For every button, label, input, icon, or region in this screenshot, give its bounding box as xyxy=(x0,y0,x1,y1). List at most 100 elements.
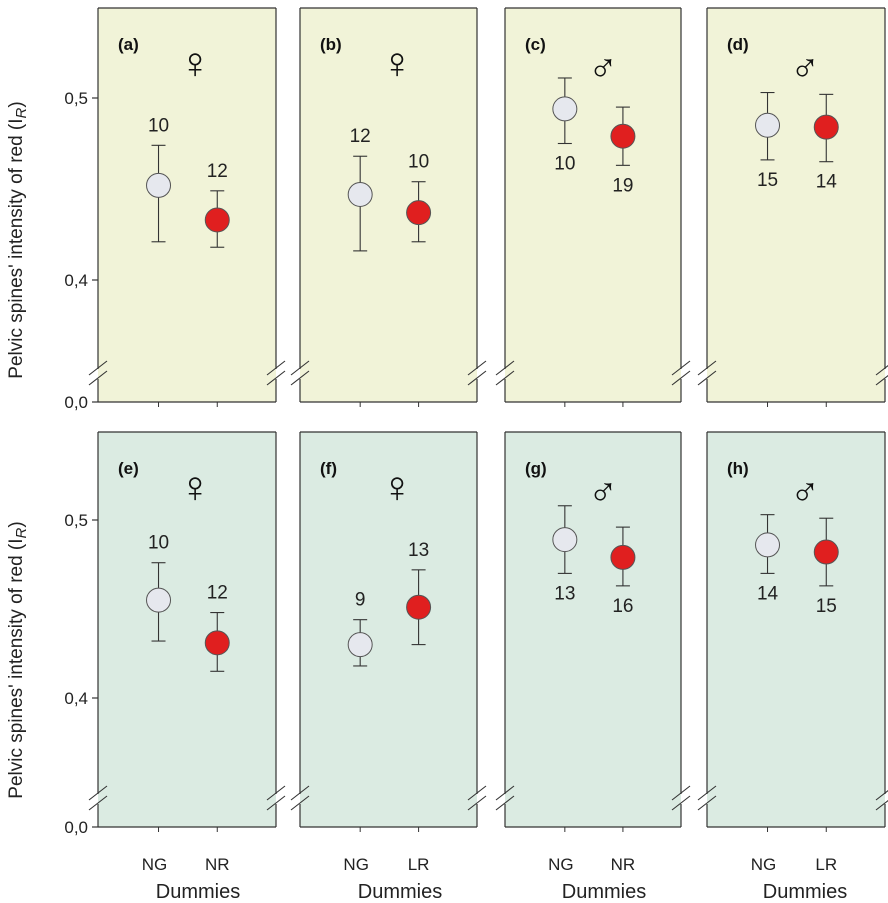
axis-break-mark xyxy=(875,364,888,376)
x-axis-label: Dummies xyxy=(562,881,646,903)
data-point-nr xyxy=(204,207,230,233)
data-point-lr xyxy=(813,114,839,140)
axis-break-mark xyxy=(88,785,108,801)
panel-background xyxy=(707,8,885,402)
axis-break-mark xyxy=(671,785,691,801)
sample-size-label: 10 xyxy=(148,533,169,554)
panel-d: (d) ♂ 15 14 xyxy=(697,7,888,407)
x-tick-label: NR xyxy=(205,855,230,874)
data-point-ng xyxy=(552,96,578,122)
data-point-lr xyxy=(813,539,839,565)
axis-break-mark xyxy=(266,370,286,386)
male-symbol: ♂ xyxy=(588,469,618,513)
panel-h: (h) ♂ NG LR 14 15 xyxy=(697,431,888,874)
axis-break-mark xyxy=(671,370,691,386)
data-point-ng xyxy=(755,532,781,558)
sample-size-label: 13 xyxy=(408,540,429,561)
sample-size-label: 13 xyxy=(554,583,575,604)
x-axis-label: Dummies xyxy=(763,881,847,903)
data-point-ng xyxy=(347,181,373,207)
axis-break-mark xyxy=(88,795,108,811)
axis-break-mark xyxy=(697,370,717,386)
data-point-nr xyxy=(610,123,636,149)
y-axis-label-text: Pelvic spines' intensity of red (I xyxy=(6,538,27,798)
y-axis-label-close: ) xyxy=(6,101,27,107)
panel-f: (f) ♀ NG LR 9 13 xyxy=(290,431,487,874)
sample-size-label: 10 xyxy=(554,154,575,175)
panel-label: (a) xyxy=(118,35,139,54)
panel-label: (e) xyxy=(118,459,139,478)
x-axis-label: Dummies xyxy=(358,881,442,903)
y-axis-label-bottom: Pelvic spines' intensity of red (IR) xyxy=(6,521,30,798)
male-symbol: ♂ xyxy=(790,45,820,89)
data-point-ng xyxy=(755,112,781,138)
panel-background xyxy=(300,8,477,402)
y-axis-label-sub: R xyxy=(13,527,30,538)
male-symbol: ♂ xyxy=(588,45,618,89)
axis-break-mark xyxy=(290,370,310,386)
panel-background xyxy=(98,432,276,827)
sample-size-label: 15 xyxy=(757,170,778,191)
x-axis-label: Dummies xyxy=(156,881,240,903)
panel-a: 0,0 0,4 0,5 (a) ♀ 10 12 xyxy=(64,7,286,412)
data-point-ng xyxy=(347,632,373,658)
panel-label: (h) xyxy=(727,459,749,478)
y-axis-label-top: Pelvic spines' intensity of red (IR) xyxy=(6,101,30,378)
data-point-lr xyxy=(406,200,432,226)
female-symbol: ♀ xyxy=(179,39,212,88)
axis-break-mark xyxy=(875,799,888,811)
male-symbol: ♂ xyxy=(790,469,820,513)
x-tick-label: NG xyxy=(548,855,574,874)
x-tick-label: NG xyxy=(343,855,369,874)
y-tick-label: 0,4 xyxy=(64,271,88,290)
axis-break-mark xyxy=(266,785,286,801)
data-point-ng xyxy=(552,527,578,553)
data-point-ng xyxy=(146,172,172,198)
axis-break-mark xyxy=(495,795,515,811)
sample-size-label: 12 xyxy=(207,161,228,182)
axis-break-mark xyxy=(88,370,108,386)
panel-background xyxy=(707,432,885,827)
sample-size-label: 14 xyxy=(816,172,838,193)
panel-label: (g) xyxy=(525,459,547,478)
axis-break-mark xyxy=(697,795,717,811)
y-tick-label: 0,4 xyxy=(64,689,88,708)
axis-break-mark xyxy=(88,360,108,376)
axis-break-mark xyxy=(495,785,515,801)
panel-background xyxy=(505,8,681,402)
y-axis-label-sub: R xyxy=(13,107,30,118)
female-symbol: ♀ xyxy=(381,39,414,88)
panel-label: (c) xyxy=(525,35,546,54)
panel-label: (d) xyxy=(727,35,749,54)
axis-break-mark xyxy=(467,795,487,811)
sample-size-label: 12 xyxy=(350,126,371,147)
axis-break-mark xyxy=(290,360,310,376)
sample-size-label: 9 xyxy=(355,590,366,611)
axis-break-mark xyxy=(290,795,310,811)
panel-label: (b) xyxy=(320,35,342,54)
x-tick-label: NR xyxy=(611,855,636,874)
female-symbol: ♀ xyxy=(381,463,414,512)
y-axis-label-close: ) xyxy=(6,521,27,527)
panel-background xyxy=(98,8,276,402)
sample-size-label: 10 xyxy=(408,152,429,173)
y-tick-label: 0,0 xyxy=(64,818,88,837)
axis-break-mark xyxy=(671,360,691,376)
axis-break-mark xyxy=(467,360,487,376)
panel-label: (f) xyxy=(320,459,337,478)
sample-size-label: 15 xyxy=(816,596,837,617)
y-tick-label: 0,5 xyxy=(64,511,88,530)
axis-break-mark xyxy=(266,360,286,376)
axis-break-mark xyxy=(697,785,717,801)
data-point-nr xyxy=(610,544,636,570)
x-tick-label: LR xyxy=(408,855,430,874)
axis-break-mark xyxy=(495,360,515,376)
axis-break-mark xyxy=(467,370,487,386)
axis-break-mark xyxy=(495,370,515,386)
x-tick-label: NG xyxy=(142,855,168,874)
x-tick-label: LR xyxy=(815,855,837,874)
panel-e: 0,0 0,4 0,5 (e) ♀ NG NR 10 12 xyxy=(64,431,286,874)
y-tick-label: 0,5 xyxy=(64,89,88,108)
data-point-nr xyxy=(204,630,230,656)
female-symbol: ♀ xyxy=(179,463,212,512)
